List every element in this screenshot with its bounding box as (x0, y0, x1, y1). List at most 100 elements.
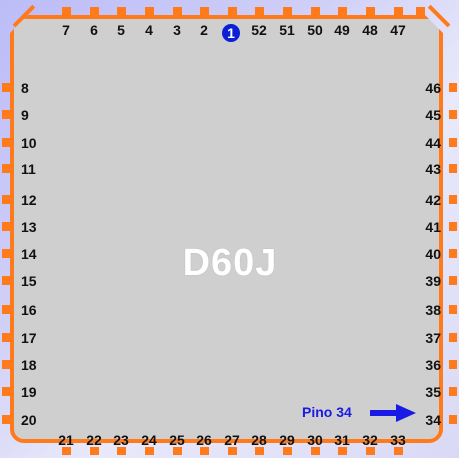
pin-stub-left (2, 138, 10, 147)
pin-stub-bottom (228, 447, 237, 455)
pin-stub-top (394, 7, 403, 15)
pin-label-top: 4 (145, 22, 153, 38)
pin-stub-bottom (311, 447, 320, 455)
pin-stub-left (2, 305, 10, 314)
pin-label-left: 10 (21, 135, 37, 151)
pin-stub-bottom (62, 447, 71, 455)
pin-label-top: 50 (307, 22, 323, 38)
pin-stub-right (449, 164, 457, 173)
arrow-right-icon (370, 404, 416, 422)
pin-stub-left (2, 276, 10, 285)
pin-stub-left (2, 195, 10, 204)
pin-label-left: 18 (21, 357, 37, 373)
pin-label-right: 36 (425, 357, 441, 373)
pin-label-right: 43 (425, 161, 441, 177)
pin-stub-top (145, 7, 154, 15)
pin-stub-left (2, 360, 10, 369)
pin-stub-right (449, 305, 457, 314)
pin-label-top: 48 (362, 22, 378, 38)
pin-stub-top (283, 7, 292, 15)
pin-stub-bottom (394, 447, 403, 455)
pin-stub-left (2, 387, 10, 396)
pin-label-right: 45 (425, 107, 441, 123)
pin-stub-right (449, 415, 457, 424)
pin-label-right: 42 (425, 192, 441, 208)
pin-label-left: 14 (21, 246, 37, 262)
pin-stub-top (62, 7, 71, 15)
pin-stub-left (2, 333, 10, 342)
pin-label-right: 34 (425, 412, 441, 428)
pin-stub-top (173, 7, 182, 15)
pin-stub-bottom (145, 447, 154, 455)
pin-stub-right (449, 83, 457, 92)
pin-label-bottom: 31 (334, 432, 350, 448)
pin-stub-right (449, 249, 457, 258)
pin-label-top: 2 (200, 22, 208, 38)
pin-stub-top (338, 7, 347, 15)
pin-stub-left (2, 415, 10, 424)
pin-34-annotation: Pino 34 (302, 404, 352, 420)
pin-label-bottom: 21 (58, 432, 74, 448)
pin-label-top: 6 (90, 22, 98, 38)
pin-stub-top (311, 7, 320, 15)
pin-label-left: 9 (21, 107, 29, 123)
pin-label-right: 39 (425, 273, 441, 289)
pin-stub-bottom (338, 447, 347, 455)
pin-stub-top (200, 7, 209, 15)
pin-label-left: 19 (21, 384, 37, 400)
pin-label-top: 49 (334, 22, 350, 38)
pin-stub-top (90, 7, 99, 15)
pin-label-left: 11 (21, 161, 36, 177)
pin-label-bottom: 25 (169, 432, 185, 448)
pin-stub-right (449, 195, 457, 204)
pin-label-right: 37 (425, 330, 441, 346)
pin-label-bottom: 33 (390, 432, 406, 448)
pin-stub-bottom (90, 447, 99, 455)
chip-package (10, 15, 443, 443)
pin-stub-right (449, 110, 457, 119)
pin-label-bottom: 26 (196, 432, 212, 448)
pin-stub-bottom (366, 447, 375, 455)
pin-stub-left (2, 164, 10, 173)
pin-label-bottom: 30 (307, 432, 323, 448)
pin-stub-right (449, 276, 457, 285)
pin-stub-right (449, 222, 457, 231)
pin-stub-left (2, 110, 10, 119)
pin-label-bottom: 32 (362, 432, 378, 448)
pin-label-bottom: 23 (113, 432, 129, 448)
pin-label-right: 40 (425, 246, 441, 262)
pin-stub-top (366, 7, 375, 15)
pin-label-left: 13 (21, 219, 37, 235)
pin-stub-top (416, 7, 425, 15)
pin-label-left: 17 (21, 330, 37, 346)
pin-stub-right (449, 360, 457, 369)
pin-label-left: 20 (21, 412, 37, 428)
pin-stub-bottom (117, 447, 126, 455)
pin-label-top: 3 (173, 22, 181, 38)
pin-label-bottom: 29 (279, 432, 295, 448)
pin-stub-top (228, 7, 237, 15)
pin-stub-left (2, 222, 10, 231)
pin-label-left: 8 (21, 80, 29, 96)
pin-label-right: 46 (425, 80, 441, 96)
pin-stub-bottom (255, 447, 264, 455)
pin-stub-bottom (283, 447, 292, 455)
pin-stub-left (2, 83, 10, 92)
pin-label-top: 5 (117, 22, 125, 38)
pin-label-left: 12 (21, 192, 37, 208)
pin-stub-bottom (173, 447, 182, 455)
pin-stub-right (449, 387, 457, 396)
pin-label-bottom: 27 (224, 432, 240, 448)
chip-name: D60J (182, 242, 278, 284)
pin-label-right: 35 (425, 384, 441, 400)
pin-label-top: 51 (279, 22, 295, 38)
pin-label-top: 52 (251, 22, 267, 38)
pin-label-left: 16 (21, 302, 37, 318)
pin-label-top: 7 (62, 22, 70, 38)
pin-label-right: 38 (425, 302, 441, 318)
pin-stub-top (117, 7, 126, 15)
pin-stub-left (2, 249, 10, 258)
pin-label-right: 44 (425, 135, 441, 151)
pin-stub-right (449, 138, 457, 147)
pin-label-top: 47 (390, 22, 406, 38)
